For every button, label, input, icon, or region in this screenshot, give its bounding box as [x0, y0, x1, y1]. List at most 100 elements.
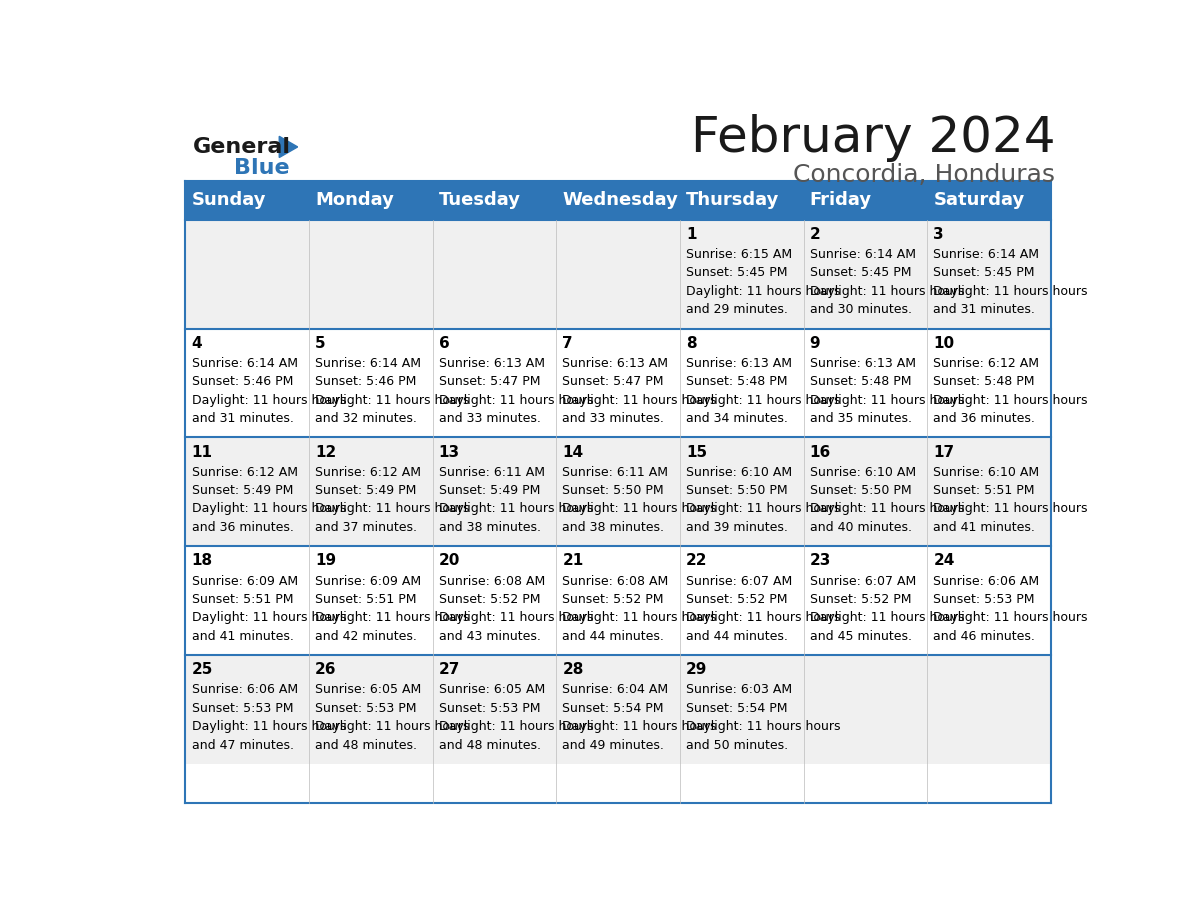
Text: and 33 minutes.: and 33 minutes. [562, 412, 664, 425]
Text: Sunrise: 6:08 AM: Sunrise: 6:08 AM [562, 575, 669, 588]
Text: Thursday: Thursday [685, 191, 779, 209]
Text: Sunrise: 6:04 AM: Sunrise: 6:04 AM [562, 683, 669, 697]
Text: 2: 2 [810, 227, 821, 241]
Text: Sunset: 5:51 PM: Sunset: 5:51 PM [315, 593, 417, 606]
Text: and 44 minutes.: and 44 minutes. [685, 630, 788, 643]
Text: and 44 minutes.: and 44 minutes. [562, 630, 664, 643]
FancyBboxPatch shape [680, 219, 803, 329]
Text: Daylight: 11 hours hours: Daylight: 11 hours hours [934, 285, 1088, 297]
Text: and 45 minutes.: and 45 minutes. [810, 630, 911, 643]
Text: 19: 19 [315, 554, 336, 568]
Text: and 31 minutes.: and 31 minutes. [934, 303, 1035, 316]
Text: Sunset: 5:50 PM: Sunset: 5:50 PM [685, 484, 788, 497]
FancyBboxPatch shape [185, 546, 309, 655]
FancyBboxPatch shape [309, 438, 432, 546]
FancyBboxPatch shape [803, 219, 927, 329]
Text: General: General [192, 137, 291, 157]
FancyBboxPatch shape [803, 438, 927, 546]
FancyBboxPatch shape [927, 329, 1051, 438]
Text: Sunset: 5:52 PM: Sunset: 5:52 PM [438, 593, 541, 606]
Text: Sunrise: 6:13 AM: Sunrise: 6:13 AM [562, 357, 669, 370]
FancyBboxPatch shape [309, 181, 432, 219]
FancyBboxPatch shape [803, 655, 927, 764]
Text: Sunset: 5:45 PM: Sunset: 5:45 PM [934, 266, 1035, 279]
Text: 27: 27 [438, 662, 460, 677]
Text: Sunrise: 6:07 AM: Sunrise: 6:07 AM [810, 575, 916, 588]
Text: Daylight: 11 hours hours: Daylight: 11 hours hours [315, 611, 469, 624]
FancyBboxPatch shape [556, 219, 680, 329]
Text: Daylight: 11 hours hours: Daylight: 11 hours hours [438, 502, 593, 516]
Text: 29: 29 [685, 662, 707, 677]
Text: 22: 22 [685, 554, 708, 568]
Text: and 46 minutes.: and 46 minutes. [934, 630, 1035, 643]
Text: Daylight: 11 hours hours: Daylight: 11 hours hours [315, 394, 469, 407]
Text: Sunset: 5:49 PM: Sunset: 5:49 PM [438, 484, 541, 497]
Text: Daylight: 11 hours hours: Daylight: 11 hours hours [810, 285, 965, 297]
Text: Sunrise: 6:05 AM: Sunrise: 6:05 AM [315, 683, 422, 697]
Text: Daylight: 11 hours hours: Daylight: 11 hours hours [685, 394, 841, 407]
FancyBboxPatch shape [432, 181, 556, 219]
Text: Sunset: 5:46 PM: Sunset: 5:46 PM [315, 375, 417, 388]
Text: Sunset: 5:46 PM: Sunset: 5:46 PM [191, 375, 293, 388]
Text: and 36 minutes.: and 36 minutes. [934, 412, 1035, 425]
Text: Sunset: 5:51 PM: Sunset: 5:51 PM [191, 593, 293, 606]
FancyBboxPatch shape [432, 438, 556, 546]
Text: Sunset: 5:54 PM: Sunset: 5:54 PM [562, 701, 664, 715]
Text: 25: 25 [191, 662, 213, 677]
Text: Sunset: 5:45 PM: Sunset: 5:45 PM [810, 266, 911, 279]
Text: and 38 minutes.: and 38 minutes. [562, 521, 664, 534]
Text: Sunrise: 6:06 AM: Sunrise: 6:06 AM [934, 575, 1040, 588]
FancyBboxPatch shape [556, 329, 680, 438]
Text: Concordia, Honduras: Concordia, Honduras [794, 163, 1055, 187]
Text: Sunset: 5:53 PM: Sunset: 5:53 PM [438, 701, 541, 715]
Text: Daylight: 11 hours hours: Daylight: 11 hours hours [315, 721, 469, 733]
Text: and 29 minutes.: and 29 minutes. [685, 303, 788, 316]
Text: Sunset: 5:53 PM: Sunset: 5:53 PM [315, 701, 417, 715]
Text: 15: 15 [685, 444, 707, 460]
Text: 24: 24 [934, 554, 955, 568]
Text: and 40 minutes.: and 40 minutes. [810, 521, 911, 534]
Text: and 30 minutes.: and 30 minutes. [810, 303, 911, 316]
FancyBboxPatch shape [185, 329, 309, 438]
Text: 26: 26 [315, 662, 336, 677]
Text: 10: 10 [934, 336, 954, 351]
Text: Sunset: 5:52 PM: Sunset: 5:52 PM [562, 593, 664, 606]
Text: and 35 minutes.: and 35 minutes. [810, 412, 911, 425]
Text: and 50 minutes.: and 50 minutes. [685, 739, 788, 752]
Text: 13: 13 [438, 444, 460, 460]
Text: Daylight: 11 hours hours: Daylight: 11 hours hours [562, 502, 716, 516]
FancyBboxPatch shape [309, 219, 432, 329]
Text: Daylight: 11 hours hours: Daylight: 11 hours hours [191, 721, 346, 733]
Text: Wednesday: Wednesday [562, 191, 678, 209]
Text: Sunrise: 6:12 AM: Sunrise: 6:12 AM [315, 465, 422, 478]
Text: 1: 1 [685, 227, 696, 241]
Text: Sunset: 5:50 PM: Sunset: 5:50 PM [810, 484, 911, 497]
Text: 7: 7 [562, 336, 573, 351]
FancyBboxPatch shape [556, 438, 680, 546]
Text: Daylight: 11 hours hours: Daylight: 11 hours hours [562, 394, 716, 407]
FancyBboxPatch shape [927, 219, 1051, 329]
FancyBboxPatch shape [432, 655, 556, 764]
Text: 12: 12 [315, 444, 336, 460]
Text: 17: 17 [934, 444, 954, 460]
Text: Daylight: 11 hours hours: Daylight: 11 hours hours [438, 394, 593, 407]
Text: and 32 minutes.: and 32 minutes. [315, 412, 417, 425]
FancyBboxPatch shape [185, 438, 309, 546]
FancyBboxPatch shape [803, 181, 927, 219]
Text: 9: 9 [810, 336, 821, 351]
FancyBboxPatch shape [680, 655, 803, 764]
Text: and 48 minutes.: and 48 minutes. [315, 739, 417, 752]
Text: 4: 4 [191, 336, 202, 351]
Text: Sunrise: 6:06 AM: Sunrise: 6:06 AM [191, 683, 298, 697]
Text: Daylight: 11 hours hours: Daylight: 11 hours hours [685, 611, 841, 624]
FancyBboxPatch shape [309, 655, 432, 764]
Text: Sunrise: 6:11 AM: Sunrise: 6:11 AM [562, 465, 669, 478]
FancyBboxPatch shape [680, 329, 803, 438]
FancyBboxPatch shape [556, 181, 680, 219]
Text: 21: 21 [562, 554, 583, 568]
Text: Daylight: 11 hours hours: Daylight: 11 hours hours [562, 721, 716, 733]
Text: Sunset: 5:48 PM: Sunset: 5:48 PM [685, 375, 788, 388]
Text: 16: 16 [810, 444, 830, 460]
FancyBboxPatch shape [927, 181, 1051, 219]
Text: 20: 20 [438, 554, 460, 568]
